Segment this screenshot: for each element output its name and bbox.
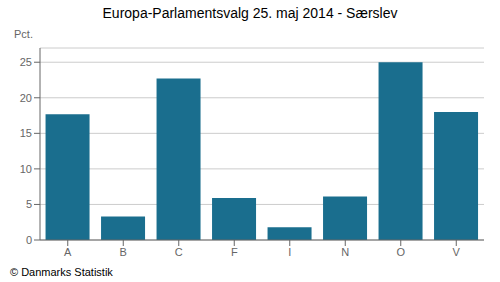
html-text:© Danmarks Statistik: © Danmarks Statistik [10, 266, 113, 278]
svg-text:O: O [396, 246, 405, 258]
svg-text:V: V [453, 246, 461, 258]
svg-text:25: 25 [20, 56, 32, 68]
svg-text:N: N [341, 246, 349, 258]
svg-text:I: I [288, 246, 291, 258]
svg-text:20: 20 [20, 92, 32, 104]
svg-text:0: 0 [26, 234, 32, 246]
svg-text:15: 15 [20, 127, 32, 139]
svg-text:10: 10 [20, 163, 32, 175]
svg-text:F: F [231, 246, 238, 258]
html-text:Pct.: Pct. [14, 28, 33, 40]
svg-text:C: C [175, 246, 183, 258]
svg-text:B: B [120, 246, 127, 258]
html-text:Europa-Parlamentsvalg 25. maj: Europa-Parlamentsvalg 25. maj 2014 - Sær… [102, 5, 398, 21]
svg-text:A: A [64, 246, 72, 258]
svg-text:5: 5 [26, 198, 32, 210]
